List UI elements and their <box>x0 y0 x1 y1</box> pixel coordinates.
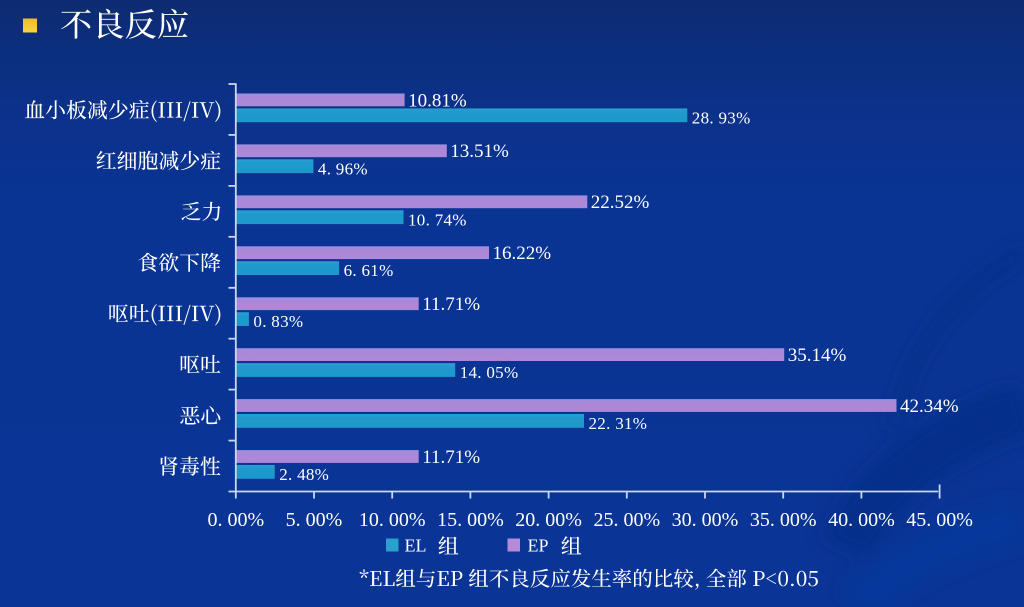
svg-text:30. 00%: 30. 00% <box>672 509 739 531</box>
svg-text:6. 61%: 6. 61% <box>344 261 394 280</box>
svg-text:22. 31%: 22. 31% <box>589 414 648 433</box>
svg-text:25. 00%: 25. 00% <box>593 509 660 531</box>
svg-text:2. 48%: 2. 48% <box>279 465 329 484</box>
svg-text:42.34%: 42.34% <box>900 396 959 417</box>
svg-text:5. 00%: 5. 00% <box>286 509 343 531</box>
svg-text:0. 83%: 0. 83% <box>253 312 303 331</box>
svg-text:11.71%: 11.71% <box>422 447 480 468</box>
svg-text:28. 93%: 28. 93% <box>692 108 751 127</box>
svg-text:10.81%: 10.81% <box>408 90 467 111</box>
svg-text:10. 00%: 10. 00% <box>359 509 426 531</box>
svg-text:EL: EL <box>405 536 427 556</box>
svg-text:40. 00%: 40. 00% <box>828 509 895 531</box>
svg-text:35.14%: 35.14% <box>788 345 847 366</box>
svg-text:13.51%: 13.51% <box>450 141 509 162</box>
svg-text:EP: EP <box>528 536 549 556</box>
svg-text:45. 00%: 45. 00% <box>906 509 973 531</box>
svg-text:35. 00%: 35. 00% <box>750 509 817 531</box>
svg-text:10. 74%: 10. 74% <box>408 210 467 229</box>
svg-text:20. 00%: 20. 00% <box>515 509 582 531</box>
svg-text:22.52%: 22.52% <box>591 192 650 213</box>
svg-text:0. 00%: 0. 00% <box>207 509 264 531</box>
svg-text:15. 00%: 15. 00% <box>437 509 504 531</box>
svg-text:11.71%: 11.71% <box>422 294 480 315</box>
svg-text:4. 96%: 4. 96% <box>318 159 368 178</box>
svg-text:16.22%: 16.22% <box>493 243 552 264</box>
svg-text:14. 05%: 14. 05% <box>460 363 519 382</box>
